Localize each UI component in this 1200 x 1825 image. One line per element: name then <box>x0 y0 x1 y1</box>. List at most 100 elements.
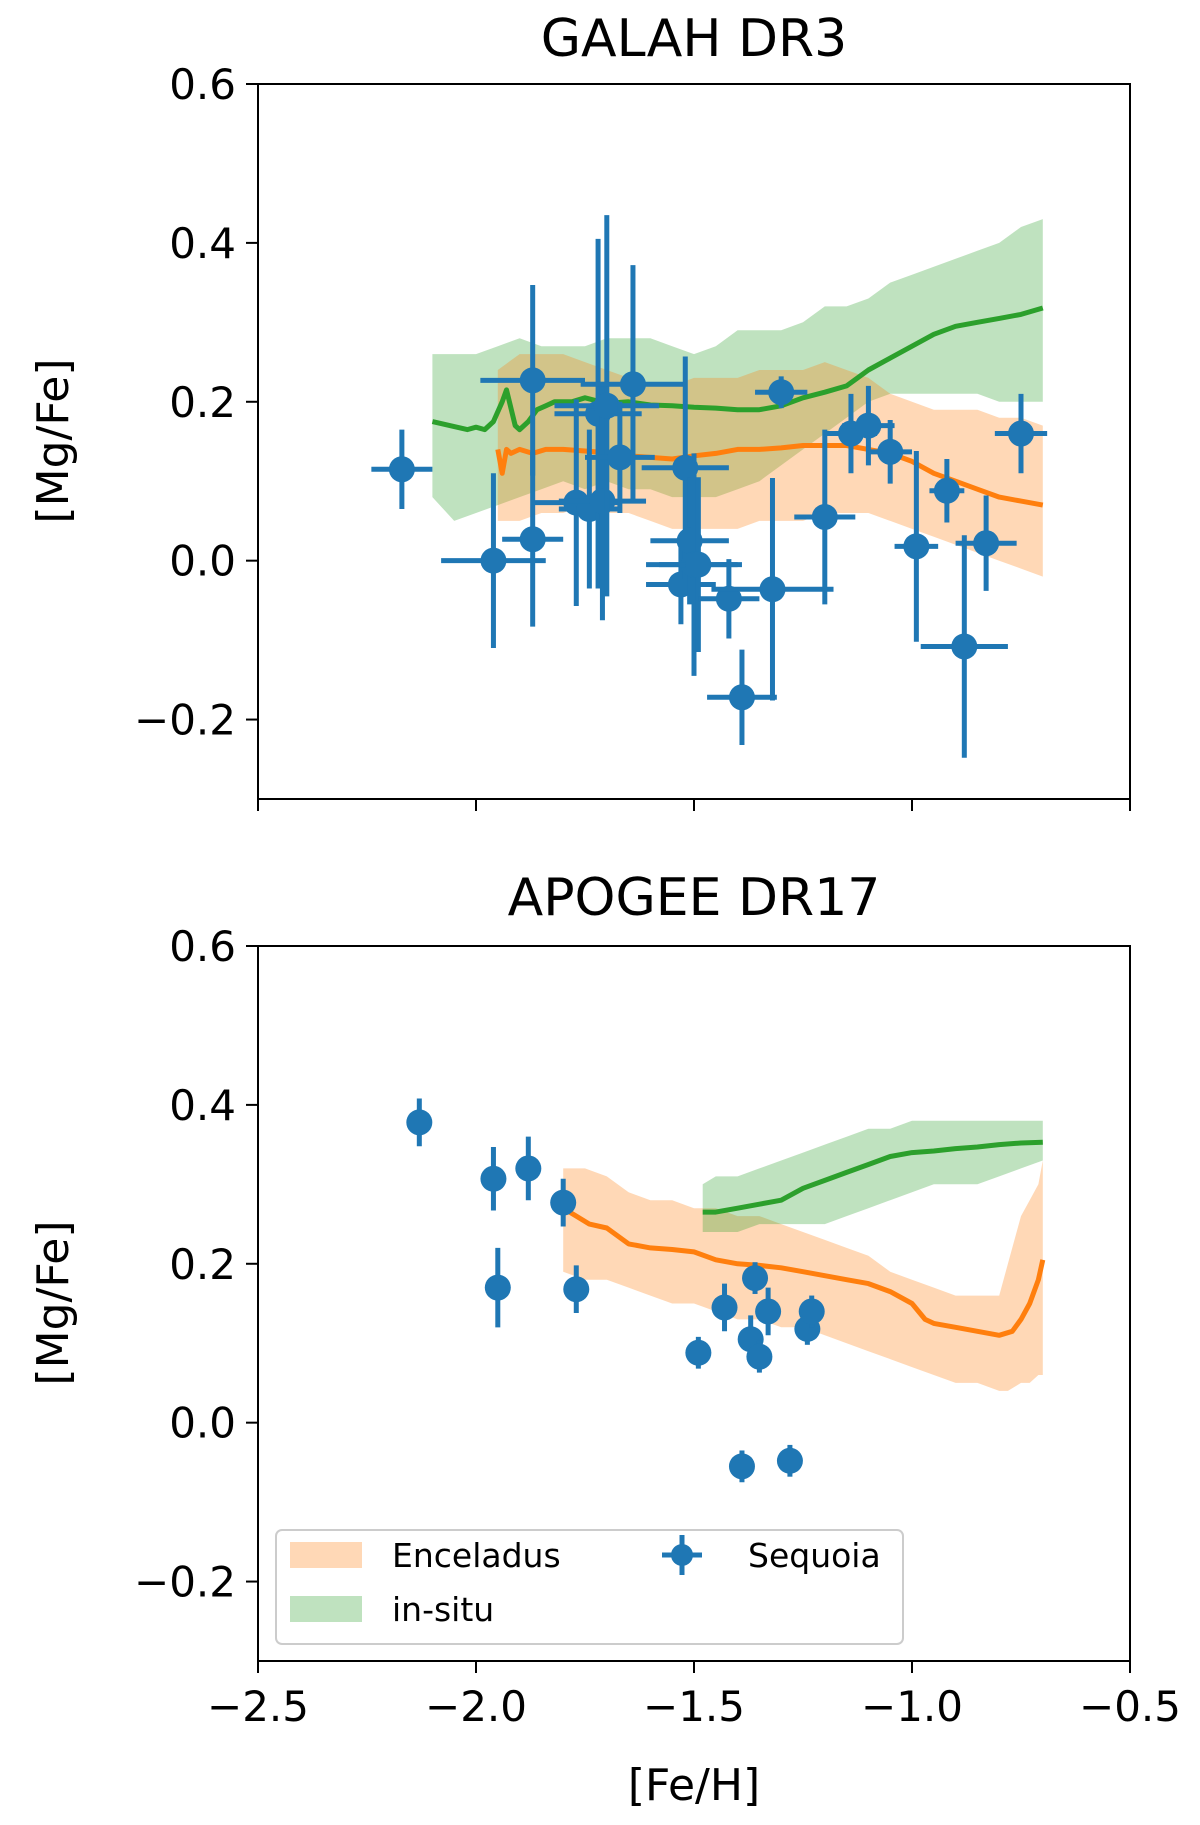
galah-ytick-label: 0.2 <box>169 378 236 427</box>
apogee-line-in-situ <box>702 1139 1043 1215</box>
apogee-sequoia-marker <box>742 1265 769 1292</box>
galah-sequoia-marker <box>606 444 633 471</box>
galah-sequoia-point <box>580 265 686 504</box>
apogee-sequoia-point <box>685 1336 712 1369</box>
apogee-sequoia-point <box>776 1444 803 1477</box>
apogee-sequoia-point <box>798 1295 825 1328</box>
galah-y-axis-label: [Mg/Fe] <box>28 358 79 523</box>
legend-swatch-in-situ <box>290 1596 362 1622</box>
galah-sequoia-point <box>868 420 912 484</box>
galah-sequoia-marker <box>715 585 742 612</box>
apogee-sequoia-marker <box>798 1298 825 1325</box>
apogee-sequoia-point <box>515 1136 542 1201</box>
apogee-xtick-label: −2.0 <box>425 1682 527 1731</box>
galah-sequoia-marker <box>903 533 930 560</box>
galah-sequoia-marker <box>388 456 415 483</box>
legend-label-in-situ: in-situ <box>392 1590 494 1629</box>
apogee-sequoia-point <box>406 1098 433 1147</box>
apogee-sequoia-marker <box>480 1165 507 1192</box>
apogee-y-axis-label: [Mg/Fe] <box>28 1220 79 1385</box>
galah-sequoia-point <box>711 478 834 701</box>
apogee-xtick-label: −1.5 <box>643 1682 745 1731</box>
galah-sequoia-marker <box>933 477 960 504</box>
apogee-sequoia-marker <box>550 1189 577 1216</box>
apogee-ytick-label: −0.2 <box>134 1558 236 1607</box>
apogee-sequoia-marker <box>746 1343 773 1370</box>
legend: Enceladus in-situ Sequoia <box>275 1529 904 1645</box>
apogee-sequoia-point <box>563 1265 590 1314</box>
x-axis-label: [Fe/H] <box>628 1760 760 1811</box>
apogee-line-enceladus <box>561 1206 1046 1338</box>
apogee-sequoia-marker <box>406 1109 433 1136</box>
apogee-sequoia-point <box>755 1287 782 1336</box>
galah-sequoia-point <box>698 559 760 639</box>
legend-box <box>275 1529 904 1645</box>
galah-title: GALAH DR3 <box>541 9 848 69</box>
apogee-sequoia-point <box>746 1340 773 1373</box>
apogee-xtick-label: −0.5 <box>1079 1682 1181 1731</box>
galah-sequoia-point <box>502 451 564 627</box>
galah-sequoia-marker <box>685 551 712 578</box>
apogee-ytick-label: 0.0 <box>169 1399 236 1448</box>
galah-sequoia-point <box>585 401 655 513</box>
apogee-band-in-situ <box>702 1120 1043 1232</box>
apogee-sequoia-marker <box>515 1155 542 1182</box>
legend-label-sequoia: Sequoia <box>748 1536 881 1575</box>
galah-sequoia-marker <box>519 367 546 394</box>
galah-sequoia-point <box>994 393 1048 474</box>
galah-sequoia-point <box>554 215 660 597</box>
galah-sequoia-point <box>371 429 433 510</box>
apogee-sequoia-point <box>550 1178 577 1227</box>
galah-sequoia-marker <box>811 503 838 530</box>
galah-sequoia-marker <box>619 371 646 398</box>
galah-sequoia-point <box>659 477 738 653</box>
galah-sequoia-marker <box>593 392 620 419</box>
galah-sequoia-marker <box>728 684 755 711</box>
galah-sequoia-point <box>920 535 1008 758</box>
apogee-ytick-label: 0.4 <box>169 1081 236 1130</box>
apogee-sequoia-marker <box>776 1447 803 1474</box>
apogee-sequoia-marker <box>728 1453 755 1480</box>
apogee-sequoia-point <box>484 1247 511 1328</box>
galah-sequoia-point <box>755 376 808 409</box>
apogee-sequoia-point <box>711 1283 738 1332</box>
apogee-ytick-label: 0.2 <box>169 1240 236 1289</box>
apogee-sequoia-marker <box>484 1274 511 1301</box>
galah-sequoia-point <box>929 458 965 523</box>
apogee-sequoia-marker <box>755 1298 782 1325</box>
galah-sequoia-point <box>894 451 939 642</box>
galah-sequoia-marker <box>589 488 616 515</box>
galah-sequoia-point <box>441 473 546 649</box>
galah-sequoia-marker <box>855 412 882 439</box>
apogee-band-enceladus <box>563 1160 1043 1391</box>
apogee-sequoia-marker <box>711 1294 738 1321</box>
galah-sequoia-point <box>794 429 856 605</box>
apogee-sequoia-marker <box>685 1339 712 1366</box>
galah-sequoia-marker <box>973 530 1000 557</box>
galah-ytick-label: 0.4 <box>169 219 236 268</box>
galah-band-in-situ <box>432 219 1043 521</box>
galah-ytick-label: 0.6 <box>169 60 236 109</box>
legend-swatch-enceladus <box>290 1542 362 1568</box>
legend-label-enceladus: Enceladus <box>392 1536 561 1575</box>
galah-ytick-label: 0.0 <box>169 537 236 586</box>
galah-ytick-label: −0.2 <box>134 696 236 745</box>
galah-sequoia-marker <box>877 438 904 465</box>
apogee-sequoia-point <box>742 1262 769 1294</box>
galah-sequoia-marker <box>1008 420 1034 447</box>
galah-sequoia-marker <box>768 379 795 406</box>
apogee-panel: −0.2 0.0 0.2 0.4 0.6 −2.5 −2.0 −1.5 −1.0 −0.5 APO… <box>28 868 1181 1811</box>
apogee-sequoia-point <box>480 1146 507 1211</box>
galah-sequoia-point <box>707 649 777 745</box>
galah-panel: −0.2 0.0 0.2 0.4 0.6 GALAH DR3 [Mg/Fe] <box>28 9 1131 811</box>
apogee-ytick-label: 0.6 <box>169 922 236 971</box>
apogee-title: APOGEE DR17 <box>508 868 881 928</box>
galah-sequoia-point <box>480 284 585 476</box>
galah-sequoia-marker <box>480 547 507 574</box>
apogee-xtick-label: −2.5 <box>207 1682 309 1731</box>
legend-marker-sequoia <box>662 1535 702 1575</box>
galah-sequoia-point <box>955 495 1017 591</box>
apogee-xtick-label: −1.0 <box>861 1682 963 1731</box>
apogee-sequoia-point <box>728 1450 755 1483</box>
